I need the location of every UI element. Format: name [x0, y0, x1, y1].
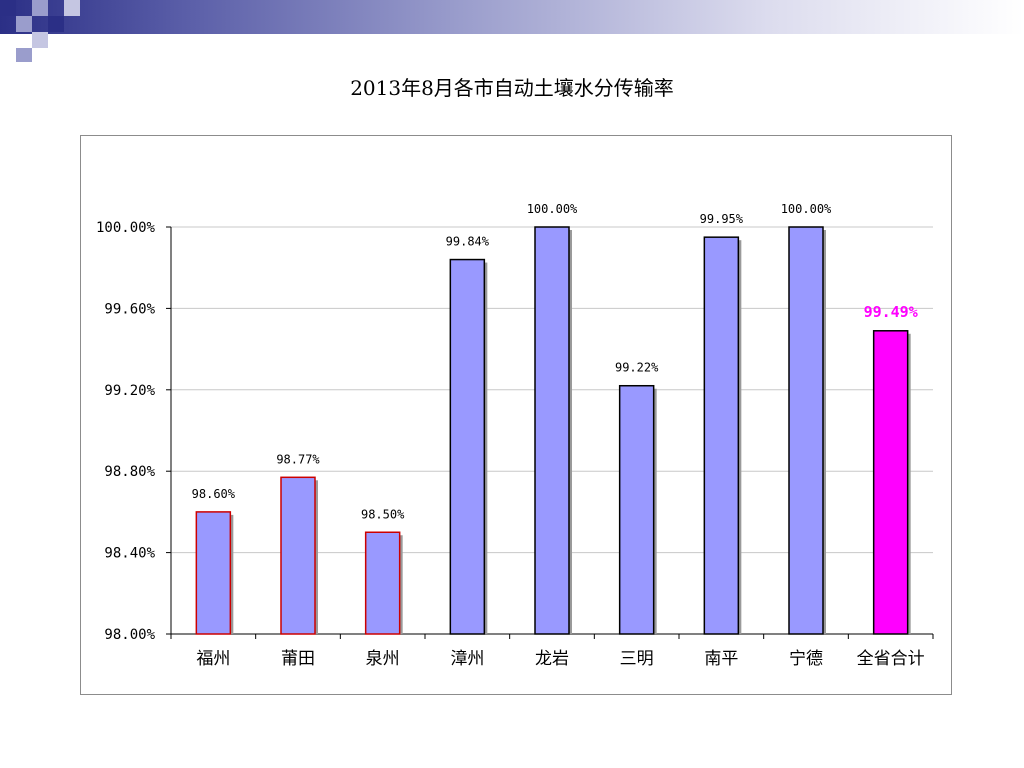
- deco-square: [32, 32, 48, 48]
- category-label: 南平: [704, 649, 738, 669]
- category-label: 莆田: [281, 649, 315, 669]
- deco-square: [32, 0, 48, 16]
- bar: [618, 384, 655, 635]
- data-label: 99.84%: [446, 235, 490, 249]
- bar-chart: 98.00% 98.40% 98.80% 99.20% 99.60% 100.00% 98.…: [96, 202, 934, 669]
- deco-square: [16, 16, 32, 32]
- bar: [195, 511, 232, 635]
- category-label: 三明: [620, 649, 654, 669]
- category-label: 福州: [196, 649, 230, 669]
- deco-square: [48, 16, 64, 32]
- category-label: 泉州: [366, 649, 400, 669]
- data-label: 99.95%: [700, 212, 744, 226]
- data-label: 100.00%: [527, 202, 578, 216]
- bar: [280, 476, 316, 635]
- header-gradient-band: [0, 0, 1024, 34]
- y-tick-label: 98.40%: [104, 546, 155, 562]
- deco-square: [16, 48, 32, 62]
- decorative-squares: [0, 0, 80, 64]
- data-label: 100.00%: [781, 202, 832, 216]
- chart-frame: 98.00% 98.40% 98.80% 99.20% 99.60% 100.00% 98.…: [80, 135, 952, 695]
- y-tick-label: 99.60%: [104, 301, 155, 317]
- data-label: 99.49%: [864, 303, 918, 321]
- y-tick-label: 98.00%: [104, 627, 155, 643]
- data-label: 98.77%: [276, 452, 320, 466]
- slide-title: 2013年8月各市自动土壤水分传输率: [350, 76, 674, 100]
- data-label: 98.50%: [361, 507, 405, 521]
- category-label: 漳州: [450, 649, 484, 669]
- data-label: 99.22%: [615, 361, 659, 375]
- y-tick-label: 99.20%: [104, 383, 155, 399]
- deco-square: [0, 0, 16, 16]
- bar: [534, 226, 570, 635]
- bar: [449, 258, 486, 635]
- bar: [872, 330, 909, 635]
- category-label: 宁德: [789, 649, 823, 669]
- category-label: 龙岩: [535, 649, 569, 669]
- deco-square: [64, 0, 80, 16]
- bar: [703, 236, 740, 635]
- category-label: 全省合计: [857, 649, 925, 669]
- y-tick-label: 98.80%: [104, 464, 155, 480]
- bar: [364, 531, 401, 635]
- y-tick-label: 100.00%: [96, 220, 156, 236]
- bar: [788, 226, 824, 635]
- data-label: 98.60%: [192, 487, 236, 501]
